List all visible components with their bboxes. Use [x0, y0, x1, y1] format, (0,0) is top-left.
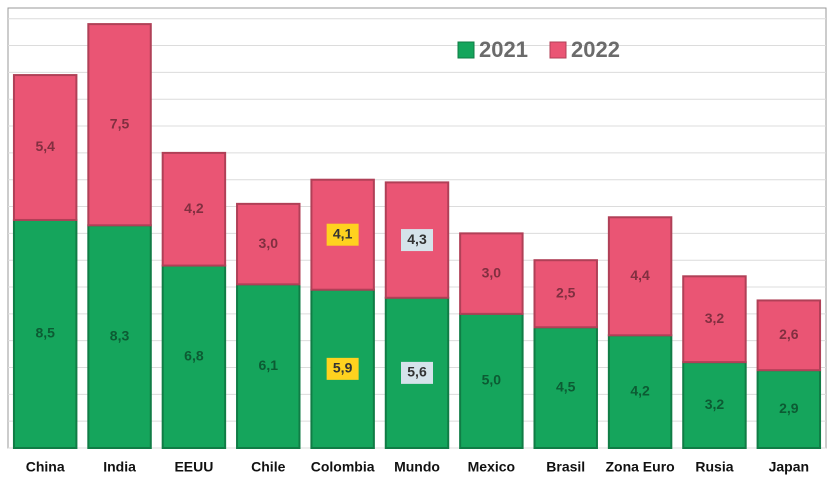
x-tick-label: Rusia [695, 459, 733, 475]
label-highlight [326, 223, 359, 246]
x-tick-label: Chile [251, 459, 285, 475]
value-label: 3,0 [482, 264, 502, 280]
x-tick-label: Brasil [546, 459, 585, 475]
label-highlight [326, 357, 359, 380]
value-label: 5,9 [333, 360, 353, 376]
bar-segment [459, 312, 524, 450]
bar-segment [87, 224, 152, 449]
value-label: 2,5 [556, 284, 576, 300]
bar-segment [607, 216, 673, 337]
value-label: 6,8 [184, 347, 204, 363]
value-label: 4,1 [333, 225, 353, 241]
value-label: 4,3 [407, 231, 427, 247]
value-label: 5,0 [482, 372, 502, 388]
x-tick-label: India [103, 459, 136, 475]
bar-segment [682, 361, 747, 449]
bar-segment [682, 275, 747, 364]
legend-swatch [549, 41, 567, 59]
label-highlight [401, 229, 433, 252]
bar-segment [161, 151, 227, 267]
value-label: 4,5 [556, 378, 576, 394]
bar-segment [161, 264, 227, 449]
value-label: 7,5 [110, 115, 130, 131]
bar-segment [12, 74, 78, 221]
value-label: 4,2 [184, 200, 204, 216]
bar-segment [87, 23, 152, 227]
legend-label: 2021 [479, 37, 528, 62]
x-tick-label: Zona Euro [605, 459, 674, 475]
bar-segment [236, 283, 301, 449]
value-label: 3,0 [259, 235, 279, 251]
value-label: 8,5 [35, 325, 55, 341]
label-highlight [401, 361, 433, 384]
value-label: 6,1 [259, 357, 279, 373]
bar-segment [607, 334, 673, 450]
value-label: 3,2 [705, 396, 725, 412]
value-label: 2,6 [779, 326, 799, 342]
value-label: 5,4 [35, 138, 55, 154]
value-label: 3,2 [705, 310, 725, 326]
x-tick-label: Mundo [394, 459, 440, 475]
x-tick-label: EEUU [174, 459, 213, 475]
x-tick-label: China [26, 459, 65, 475]
x-tick-label: Mexico [468, 459, 515, 475]
bar-segment [236, 202, 301, 286]
value-label: 4,2 [630, 382, 650, 398]
value-label: 8,3 [110, 327, 130, 343]
bar-segment [533, 259, 598, 329]
x-tick-label: Japan [769, 459, 809, 475]
value-label: 2,9 [779, 400, 799, 416]
x-tick-label: Colombia [311, 459, 375, 475]
bar-segment [533, 326, 598, 449]
bar-segment [12, 218, 78, 449]
value-label: 5,6 [407, 364, 427, 380]
bar-segment [756, 299, 822, 372]
legend-label: 2022 [571, 37, 620, 62]
value-label: 4,4 [630, 267, 650, 283]
legend-swatch [457, 41, 475, 59]
bar-segment [459, 232, 524, 315]
